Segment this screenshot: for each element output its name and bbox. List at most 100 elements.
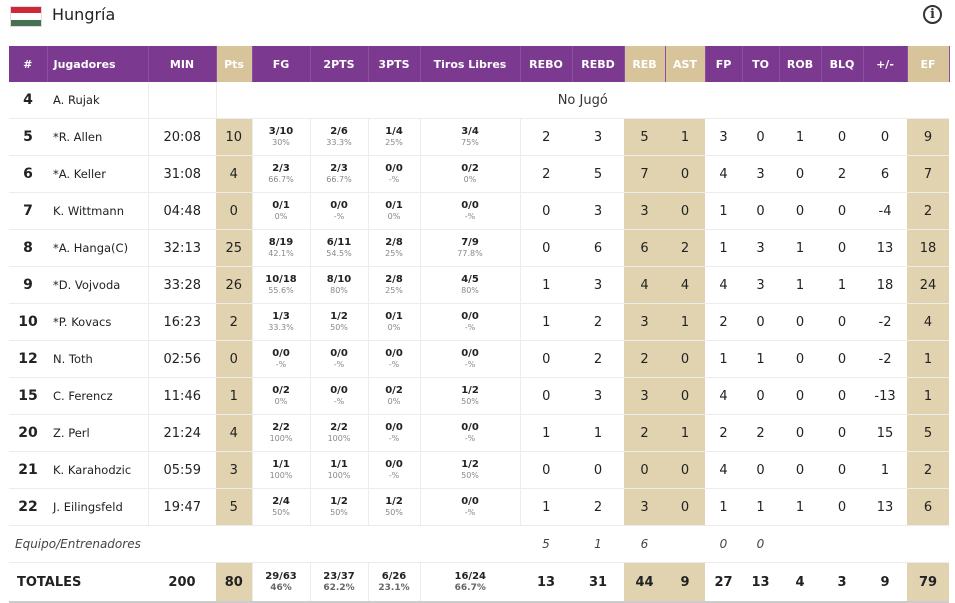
fg-cell-pct: 42.1%	[268, 249, 294, 258]
player-name[interactable]: *A. Keller	[47, 155, 148, 193]
empty-cell	[216, 525, 252, 563]
points-cell: 0	[216, 340, 252, 378]
column-header[interactable]: 3PTS	[368, 46, 421, 82]
fg-cell-pct: 33.3%	[268, 323, 294, 332]
def-rebounds-cell: 0	[572, 451, 624, 489]
player-number: 10	[9, 303, 47, 341]
minutes-cell: 16:23	[147, 303, 216, 341]
turnovers-cell: 0	[742, 192, 779, 230]
fg-cell: 1/3 33.3%	[251, 303, 310, 341]
off-rebounds-cell: 0	[519, 377, 572, 415]
column-header[interactable]: MIN	[148, 46, 217, 82]
free-throws-cell: 4/5 80%	[419, 266, 520, 304]
column-header[interactable]: #	[9, 46, 48, 82]
player-name[interactable]: K. Wittmann	[47, 192, 148, 230]
efficiency-cell: 4	[907, 303, 949, 341]
column-header[interactable]: FP	[705, 46, 743, 82]
player-name[interactable]: J. Eilingsfeld	[47, 488, 148, 526]
column-header[interactable]: TO	[742, 46, 780, 82]
two-pt-cell: 0/0 -%	[309, 192, 368, 230]
totals-label: TOTALES	[9, 562, 148, 603]
column-header[interactable]: Pts	[216, 46, 253, 82]
column-header[interactable]: BLQ	[821, 46, 864, 82]
steals-cell: 0	[779, 303, 821, 341]
two-pt-cell-pct: -%	[333, 397, 345, 406]
steals-cell: 1	[779, 118, 821, 156]
table-row: 10 *P. Kovacs 16:23 2 1/3 33.3% 1/2 50% 0/1 0% 0/0…	[9, 303, 949, 341]
column-header[interactable]: 2PTS	[310, 46, 369, 82]
free-throws-cell-pct: 0%	[463, 175, 477, 184]
assists-cell: 9	[665, 562, 705, 603]
plus-minus-cell: -2	[863, 303, 907, 341]
table-row: 21 K. Karahodzic 05:59 3 1/1 100% 1/1 100% 0/0 -%…	[9, 451, 949, 489]
steals-cell: 1	[779, 488, 821, 526]
column-header[interactable]: +/-	[863, 46, 908, 82]
fouls-cell: 1	[705, 229, 742, 267]
rebounds-cell: 44	[624, 562, 665, 603]
two-pt-cell-pct: 80%	[330, 286, 348, 295]
steals-cell: 1	[779, 266, 821, 304]
player-name[interactable]: Z. Perl	[47, 414, 148, 452]
turnovers-cell: 0	[742, 118, 779, 156]
empty-cell	[310, 525, 368, 563]
player-number: 8	[9, 229, 47, 267]
column-header[interactable]: FG	[252, 46, 311, 82]
points-cell: 3	[216, 451, 252, 489]
fouls-cell: 2	[705, 414, 742, 452]
fg-cell: 0/0 -%	[251, 340, 310, 378]
steals-cell: 0	[779, 377, 821, 415]
fg-cell: 3/10 30%	[251, 118, 310, 156]
empty-cell	[368, 525, 420, 563]
free-throws-cell: 0/0 -%	[419, 340, 520, 378]
column-header[interactable]: Tiros Libres	[420, 46, 521, 82]
fg-cell: 2/2 100%	[251, 414, 310, 452]
free-throws-cell-made: 7/9	[461, 237, 479, 248]
team-name: Hungría	[52, 5, 116, 24]
three-pt-cell-pct: -%	[388, 471, 400, 480]
column-header[interactable]: AST	[665, 46, 706, 82]
column-header[interactable]: REB	[624, 46, 666, 82]
assists-cell: 0	[665, 488, 705, 526]
column-header[interactable]: REBD	[572, 46, 625, 82]
empty-cell	[821, 525, 863, 563]
fg-cell: 0/1 0%	[251, 192, 310, 230]
free-throws-cell-pct: -%	[464, 508, 476, 517]
box-score-table: # Jugadores MIN Pts FG 2PTS 3PTS Tiros Libres RE…	[9, 46, 950, 603]
turnovers-cell: 13	[742, 562, 779, 603]
free-throws-cell-made: 0/0	[461, 496, 479, 507]
points-cell: 5	[216, 488, 252, 526]
two-pt-cell-made: 0/0	[330, 385, 348, 396]
player-name[interactable]: *P. Kovacs	[47, 303, 148, 341]
two-pt-cell-made: 2/2	[330, 422, 348, 433]
player-name[interactable]: K. Karahodzic	[47, 451, 148, 489]
player-name[interactable]: *A. Hanga(C)	[47, 229, 148, 267]
fg-cell: 2/3 66.7%	[251, 155, 310, 193]
column-header[interactable]: EF	[907, 46, 950, 82]
player-name[interactable]: *R. Allen	[47, 118, 148, 156]
blocks-cell: 0	[821, 340, 863, 378]
rebounds-cell: 2	[624, 414, 665, 452]
free-throws-cell-pct: 77.8%	[457, 249, 483, 258]
player-name[interactable]: N. Toth	[47, 340, 148, 378]
player-name[interactable]: *D. Vojvoda	[47, 266, 148, 304]
fg-cell-pct: 100%	[269, 434, 293, 443]
three-pt-cell-made: 0/1	[385, 200, 403, 211]
three-pt-cell-pct: 25%	[385, 286, 403, 295]
efficiency-cell: 24	[907, 266, 949, 304]
player-name[interactable]: C. Ferencz	[47, 377, 148, 415]
off-rebounds-cell: 0	[519, 340, 572, 378]
player-name[interactable]: A. Rujak	[47, 82, 148, 119]
column-header[interactable]: Jugadores	[47, 46, 149, 82]
column-header[interactable]: ROB	[779, 46, 822, 82]
two-pt-cell-made: 6/11	[326, 237, 352, 248]
free-throws-cell: 0/0 -%	[419, 192, 520, 230]
table-header-row: # Jugadores MIN Pts FG 2PTS 3PTS Tiros Libres RE…	[9, 46, 950, 82]
efficiency-cell: 1	[907, 377, 949, 415]
column-header[interactable]: REBO	[520, 46, 573, 82]
player-number: 7	[9, 192, 47, 230]
fg-cell: 2/4 50%	[251, 488, 310, 526]
info-icon[interactable]: i	[923, 5, 942, 24]
three-pt-cell: 0/0 -%	[367, 414, 420, 452]
fg-cell-pct: 0%	[274, 212, 288, 221]
assists-cell: 0	[665, 340, 705, 378]
